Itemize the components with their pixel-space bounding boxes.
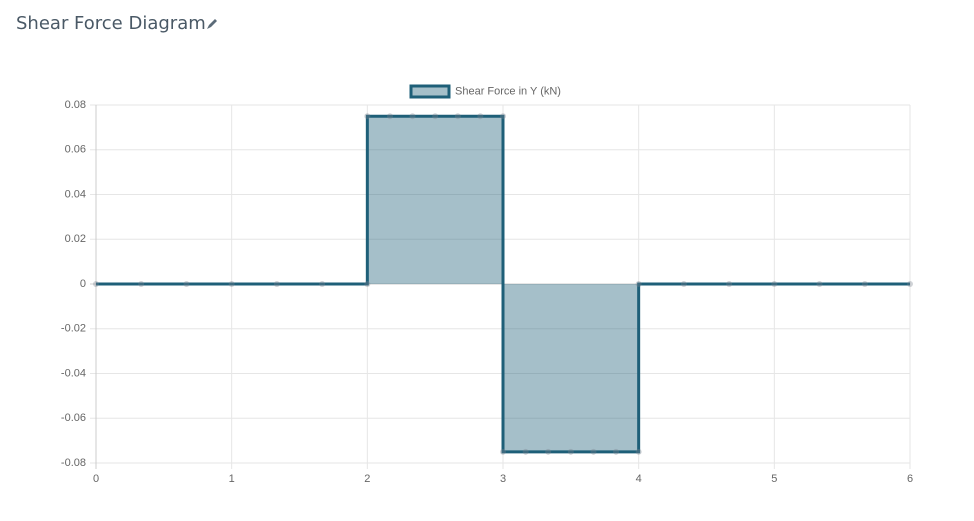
point: [432, 113, 439, 120]
point: [680, 281, 687, 287]
point: [567, 448, 574, 455]
point: [386, 113, 393, 120]
point: [907, 281, 913, 287]
point: [228, 281, 235, 287]
point: [364, 281, 371, 287]
y-tick-label: -0.06: [61, 412, 86, 424]
point: [635, 448, 642, 455]
point: [861, 281, 868, 287]
point: [500, 448, 506, 455]
point: [816, 281, 823, 287]
legend-label: Shear Force in Y (kN): [455, 85, 561, 97]
y-tick-label: 0.08: [65, 99, 86, 111]
y-tick-label: 0.04: [65, 188, 86, 200]
y-tick-label: 0.02: [65, 233, 86, 245]
point: [183, 281, 190, 287]
x-tick-label: 1: [229, 473, 235, 485]
y-tick-label: 0.06: [65, 144, 86, 156]
page-title: Shear Force Diagram: [16, 13, 206, 34]
point: [771, 281, 778, 287]
point: [726, 281, 733, 287]
point: [409, 113, 416, 120]
point: [364, 113, 371, 120]
point: [590, 448, 597, 455]
point: [522, 448, 529, 455]
y-tick-label: -0.08: [61, 457, 86, 469]
point: [477, 113, 484, 120]
point: [93, 281, 99, 287]
legend-swatch: [409, 84, 451, 99]
line: [96, 114, 910, 454]
x-tick-label: 2: [364, 473, 370, 485]
point: [635, 281, 642, 287]
x-tick-label: 5: [771, 473, 777, 485]
y-tick-label: -0.04: [61, 367, 86, 379]
x-tick-label: 3: [500, 473, 506, 485]
point: [500, 113, 506, 120]
y-tick-label: 0: [80, 278, 86, 290]
x-tick-label: 6: [907, 473, 913, 485]
point: [273, 281, 280, 287]
point: [454, 113, 461, 120]
area: [96, 116, 910, 452]
point: [319, 281, 326, 287]
edit-icon[interactable]: [205, 17, 219, 31]
point: [545, 448, 552, 455]
point: [613, 448, 620, 455]
x-tick-label: 4: [636, 473, 642, 485]
x-tick-label: 0: [93, 473, 99, 485]
y-tick-label: -0.02: [61, 323, 86, 335]
point: [138, 281, 145, 287]
